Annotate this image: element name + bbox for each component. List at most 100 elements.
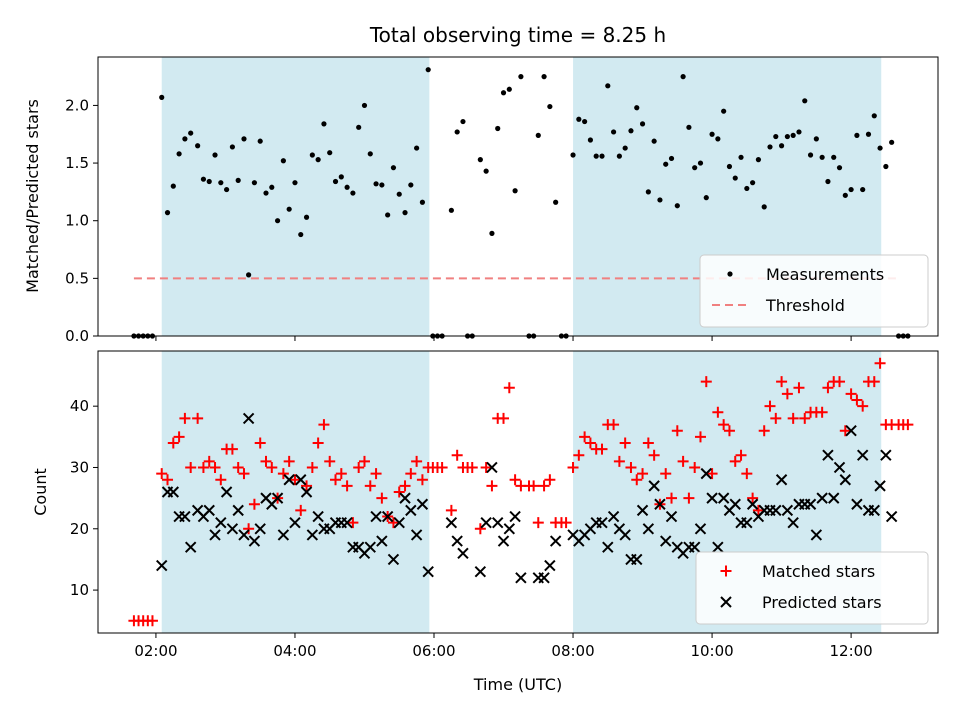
point-dot-81 xyxy=(599,153,605,159)
point-cross-27 xyxy=(312,510,324,523)
point-dot-62 xyxy=(489,230,495,236)
point-plus-113 xyxy=(781,388,793,400)
point-cross-24 xyxy=(295,474,307,486)
x-tick-label: 08:00 xyxy=(551,642,594,660)
point-cross-87 xyxy=(712,541,724,553)
y-tick-label: 40 xyxy=(70,397,89,415)
point-plus-125 xyxy=(851,394,863,406)
y-tick-label: 20 xyxy=(70,520,89,538)
point-dot-119 xyxy=(819,154,825,160)
y-tick-label: 0.0 xyxy=(65,327,89,345)
point-cross-59 xyxy=(538,572,550,584)
point-plus-128 xyxy=(868,376,880,388)
point-cross-115 xyxy=(874,480,886,492)
bottom-y-axis-label: Count xyxy=(31,468,50,516)
point-dot-5 xyxy=(159,94,165,100)
point-plus-47 xyxy=(399,480,411,492)
point-dot-120 xyxy=(825,178,831,185)
point-dot-117 xyxy=(807,152,814,158)
point-dot-66 xyxy=(512,188,518,194)
point-cross-50 xyxy=(474,565,487,578)
point-plus-107 xyxy=(747,492,759,504)
point-dot-86 xyxy=(628,128,634,134)
point-cross-32 xyxy=(341,516,353,529)
point-cross-16 xyxy=(248,535,261,547)
point-dot-80 xyxy=(593,153,599,159)
point-dot-94 xyxy=(674,203,680,209)
point-cross-75 xyxy=(642,523,655,535)
point-cross-60 xyxy=(544,559,556,572)
point-dot-114 xyxy=(790,132,796,138)
point-plus-65 xyxy=(503,382,515,394)
point-cross-104 xyxy=(810,529,823,541)
point-dot-26 xyxy=(280,158,286,164)
point-dot-110 xyxy=(767,144,773,150)
point-dot-45 xyxy=(390,165,397,171)
y-tick-label: 2.0 xyxy=(65,96,89,114)
point-dot-34 xyxy=(327,150,333,156)
point-dot-78 xyxy=(582,118,588,125)
point-plus-60 xyxy=(474,523,486,535)
point-cross-109 xyxy=(839,474,852,486)
point-dot-113 xyxy=(784,133,790,140)
point-cross-51 xyxy=(480,516,492,529)
x-tick-label: 06:00 xyxy=(412,642,455,660)
point-dot-10 xyxy=(188,130,194,136)
point-cross-68 xyxy=(602,541,614,553)
point-plus-110 xyxy=(764,400,776,412)
x-tick-label: 04:00 xyxy=(273,642,316,660)
point-dot-92 xyxy=(663,161,669,167)
point-plus-97 xyxy=(689,461,701,473)
point-dot-71 xyxy=(541,73,547,80)
point-cross-4 xyxy=(179,510,191,523)
point-plus-31 xyxy=(306,461,318,473)
point-cross-14 xyxy=(238,529,250,541)
legend-box xyxy=(699,254,929,328)
point-dot-38 xyxy=(350,190,356,196)
point-dot-122 xyxy=(836,165,843,171)
point-cross-78 xyxy=(660,535,672,547)
point-dot-83 xyxy=(610,129,617,135)
point-plus-102 xyxy=(718,419,730,431)
point-cross-41 xyxy=(393,516,405,529)
point-cross-74 xyxy=(636,504,649,517)
point-cross-46 xyxy=(422,565,434,578)
point-dot-31 xyxy=(309,152,315,158)
point-plus-45 xyxy=(387,517,399,529)
point-cross-49 xyxy=(457,547,469,560)
point-dot-101 xyxy=(715,136,721,142)
bottom-axis-ticks: 02:00 04:00 06:00 08:00 10:00 12:00 10 20 30 40 xyxy=(70,397,873,660)
point-dot-49 xyxy=(414,145,420,151)
point-plus-43 xyxy=(376,492,388,504)
point-plus-50 xyxy=(416,474,428,486)
point-plus-40 xyxy=(358,455,370,467)
point-dot-118 xyxy=(813,136,819,142)
point-dot-89 xyxy=(645,189,651,195)
point-plus-38 xyxy=(347,517,359,529)
point-plus-11 xyxy=(192,412,204,424)
point-dot-99 xyxy=(703,195,709,201)
point-dot-40 xyxy=(361,102,368,109)
point-dot-70 xyxy=(535,132,541,138)
point-plus-24 xyxy=(266,461,278,473)
point-dot-11 xyxy=(195,143,201,149)
point-dot-104 xyxy=(732,175,738,181)
point-cross-5 xyxy=(184,541,197,553)
point-plus-72 xyxy=(544,474,556,486)
point-plus-90 xyxy=(648,449,660,461)
point-dot-91 xyxy=(657,197,663,203)
point-plus-124 xyxy=(845,388,857,400)
point-plus-99 xyxy=(700,376,712,388)
point-cross-93 xyxy=(746,498,759,510)
point-cross-92 xyxy=(741,516,753,529)
point-dot-98 xyxy=(697,160,704,166)
point-plus-126 xyxy=(857,400,869,412)
point-dot-131 xyxy=(889,139,895,145)
point-dot-8 xyxy=(176,151,182,157)
point-cross-36 xyxy=(364,541,376,553)
point-plus-56 xyxy=(451,449,463,461)
point-plus-111 xyxy=(770,412,782,424)
point-dot-79 xyxy=(587,137,594,143)
point-dot-13 xyxy=(206,178,212,185)
x-tick-label: 12:00 xyxy=(829,642,872,660)
